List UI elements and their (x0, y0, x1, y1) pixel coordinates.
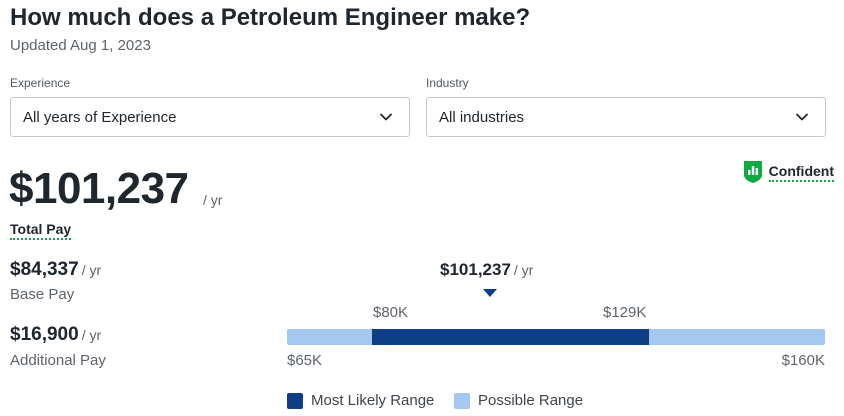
base-pay-amount: $84,337 (10, 259, 79, 280)
base-pay-label: Base Pay (10, 286, 75, 303)
total-pay-unit: / yr (203, 192, 223, 208)
updated-date: Updated Aug 1, 2023 (10, 37, 151, 54)
total-pay-amount: $101,237 (9, 164, 189, 213)
median-unit: / yr (513, 262, 534, 278)
chevron-down-icon (796, 113, 808, 121)
industry-select-value: All industries (439, 109, 525, 126)
median-pay: $101,237/ yr (440, 260, 533, 280)
likely-low-label: $80K (373, 304, 409, 321)
additional-pay-row: $16,900/ yr (10, 324, 101, 346)
range-min-label: $65K (287, 352, 323, 369)
experience-select[interactable]: All years of Experience (10, 97, 410, 137)
page-title: How much does a Petroleum Engineer make? (10, 4, 531, 31)
median-amount: $101,237 (440, 260, 511, 279)
additional-pay-amount: $16,900 (10, 324, 79, 345)
experience-select-value: All years of Experience (23, 109, 177, 126)
most-likely-range-bar (371, 329, 650, 345)
base-pay-row: $84,337/ yr (10, 259, 101, 281)
legend-possible: Possible Range (454, 392, 583, 409)
additional-pay-label: Additional Pay (10, 352, 106, 369)
industry-select[interactable]: All industries (426, 97, 826, 137)
legend-possible-label: Possible Range (478, 392, 584, 409)
likely-high-label: $129K (603, 304, 647, 321)
possible-swatch (454, 392, 470, 409)
confidence-label: Confident (768, 163, 834, 182)
base-pay-unit: / yr (81, 262, 102, 278)
bar-chart-shield-icon (743, 161, 762, 183)
experience-label: Experience (10, 76, 71, 90)
total-pay-label[interactable]: Total Pay (10, 221, 72, 240)
range-max-label: $160K (781, 352, 825, 369)
legend-most-likely-label: Most Likely Range (311, 392, 435, 409)
additional-pay-unit: / yr (81, 327, 102, 343)
legend-most-likely: Most Likely Range (287, 392, 434, 409)
confidence-badge[interactable]: Confident (743, 160, 834, 184)
most-likely-swatch (287, 392, 303, 409)
chevron-down-icon (380, 113, 392, 121)
industry-label: Industry (426, 76, 469, 90)
median-marker (483, 289, 497, 297)
